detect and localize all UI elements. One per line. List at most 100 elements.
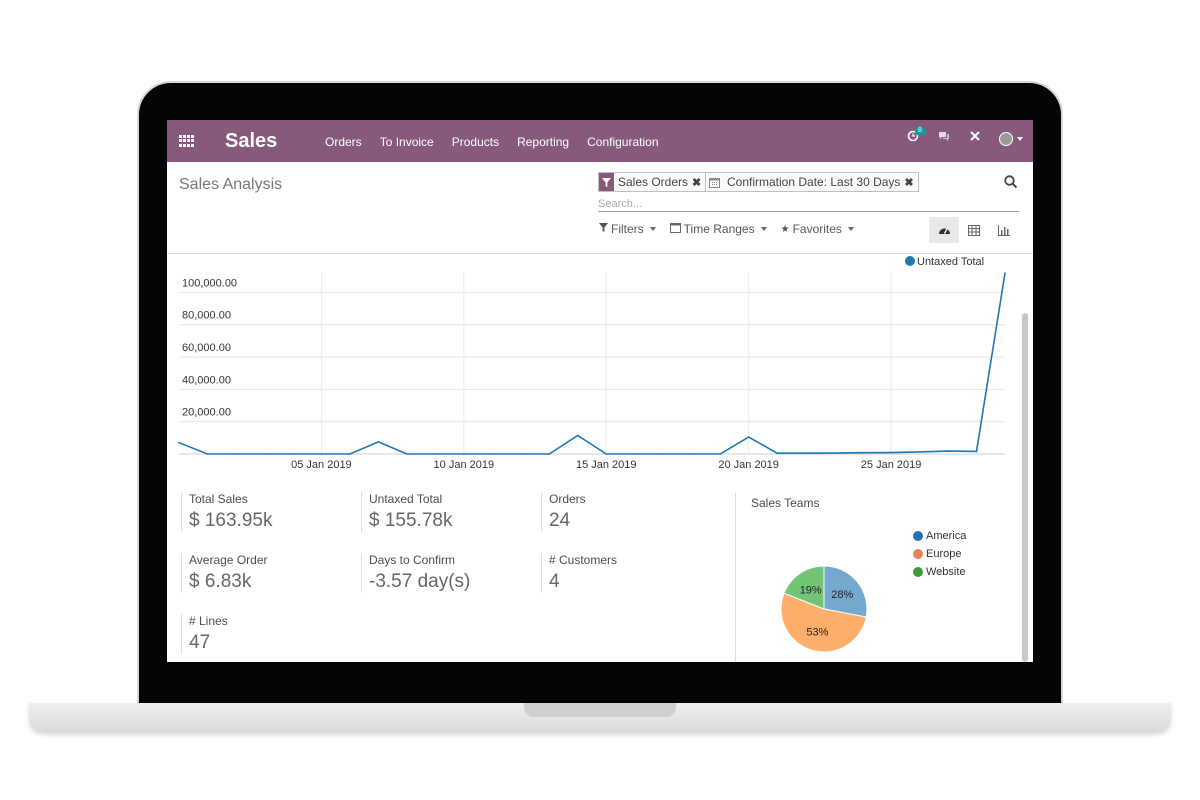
data-point <box>804 452 807 454</box>
data-point <box>206 453 209 455</box>
facet-confirmation-date[interactable]: Confirmation Date: Last 30 Days ✖ <box>705 172 919 192</box>
data-point <box>292 453 294 455</box>
menu-to-invoice[interactable]: To Invoice <box>379 135 434 149</box>
kpi-value: $ 163.95k <box>189 510 273 531</box>
data-point <box>861 451 864 454</box>
data-point <box>890 451 892 454</box>
filter-icon <box>599 173 614 191</box>
kpi-average-order[interactable]: Average Order $ 6.83k <box>181 553 268 593</box>
favorites-dropdown[interactable]: ★ Favorites <box>781 222 854 236</box>
menu-configuration[interactable]: Configuration <box>587 135 659 149</box>
data-point <box>491 453 494 455</box>
avatar <box>999 131 1013 146</box>
data-point <box>605 453 608 455</box>
close-icon[interactable]: ✖ <box>692 176 702 189</box>
kpi-days-to-confirm[interactable]: Days to Confirm -3.57 day(s) <box>361 553 470 593</box>
pivot-icon <box>968 224 980 236</box>
menu-orders[interactable]: Orders <box>325 135 362 149</box>
close-icon[interactable]: ✖ <box>904 176 914 189</box>
y-tick-label: 20,000.00 <box>182 407 231 419</box>
pivot-view-button[interactable] <box>959 217 989 243</box>
legend-dot <box>913 531 923 541</box>
kpi-customers[interactable]: # Customers 4 <box>541 553 617 593</box>
calendar-icon <box>669 222 681 236</box>
y-tick-label: 80,000.00 <box>182 310 231 322</box>
user-menu[interactable] <box>999 130 1023 146</box>
favorites-label: Favorites <box>792 222 842 236</box>
dashboard-icon <box>938 228 950 234</box>
legend-item-europe[interactable]: Europe <box>913 545 966 563</box>
data-point <box>463 453 465 455</box>
graph-view-button[interactable] <box>989 217 1019 243</box>
untaxed-total-line-chart: 20,000.00 40,000.00 60,000.00 80,000.00 100,… <box>178 256 1006 471</box>
data-point <box>548 453 551 455</box>
legend-dot <box>905 256 915 266</box>
clock-icon <box>907 130 919 142</box>
dashboard-view-button[interactable] <box>929 217 959 243</box>
kpi-lines[interactable]: # Lines 47 <box>181 614 228 654</box>
x-tick-label: 25 Jan 2019 <box>861 459 922 471</box>
time-ranges-dropdown[interactable]: Time Ranges <box>669 222 767 236</box>
app-screen: Sales Orders To Invoice Products Reporti… <box>167 120 1033 662</box>
messaging-menu[interactable] <box>937 130 951 145</box>
filters-label: Filters <box>611 222 644 236</box>
search-input[interactable] <box>598 196 978 211</box>
scrollbar[interactable] <box>1022 313 1028 662</box>
data-point <box>918 451 921 453</box>
facet-sales-orders[interactable]: Sales Orders ✖ <box>598 172 707 192</box>
legend-label: Website <box>926 566 966 578</box>
data-point <box>263 453 266 455</box>
kpi-untaxed-total[interactable]: Untaxed Total $ 155.78k <box>361 492 452 532</box>
debug-menu[interactable] <box>969 130 981 145</box>
x-tick-label: 20 Jan 2019 <box>718 459 779 471</box>
top-navbar: Sales Orders To Invoice Products Reporti… <box>167 120 1033 162</box>
data-point <box>576 434 579 437</box>
graph-icon <box>998 224 1010 236</box>
filter-icon <box>599 223 608 235</box>
search-view: Sales Orders ✖ Confirmation Date: Last 3… <box>598 172 1019 212</box>
kpi-value: 24 <box>549 510 571 531</box>
time-ranges-label: Time Ranges <box>683 222 755 236</box>
facet-label: Sales Orders <box>618 175 689 189</box>
menu-reporting[interactable]: Reporting <box>517 135 570 149</box>
legend-item-website[interactable]: Website <box>913 563 966 581</box>
search-options: Filters Time Ranges ★ Favorites <box>599 222 868 236</box>
pie-slice-website[interactable] <box>783 565 825 610</box>
data-point <box>975 450 978 453</box>
laptop-notch <box>524 703 676 717</box>
apps-grid-icon[interactable] <box>179 135 194 147</box>
pie-slice-europe[interactable] <box>780 592 867 653</box>
menu-products[interactable]: Products <box>451 135 500 149</box>
data-point <box>320 453 323 455</box>
legend-item-america[interactable]: America <box>913 527 966 545</box>
star-icon: ★ <box>780 223 790 235</box>
search-icon[interactable] <box>1004 175 1018 194</box>
series-line-untaxed-total <box>178 272 1006 455</box>
kpi-label: # Customers <box>549 553 618 567</box>
kpi-label: # Lines <box>189 614 228 628</box>
breadcrumb: Sales Analysis <box>179 176 283 193</box>
activity-menu[interactable]: 8 <box>907 126 925 145</box>
data-point <box>747 436 750 438</box>
dashboard-content: 20,000.00 40,000.00 60,000.00 80,000.00 100,… <box>167 255 1033 662</box>
data-point <box>349 453 351 455</box>
legend-label: America <box>926 530 967 542</box>
data-point <box>178 441 180 444</box>
kpi-value: -3.57 day(s) <box>369 571 471 592</box>
legend-label: Europe <box>926 548 962 560</box>
pie-slice-america[interactable] <box>823 565 868 618</box>
app-brand[interactable]: Sales <box>225 130 278 152</box>
sales-teams-title: Sales Teams <box>751 496 820 510</box>
data-point <box>633 453 636 455</box>
facet-label: Confirmation Date: Last 30 Days <box>727 175 901 189</box>
pie-legend: America Europe Website <box>913 527 966 581</box>
data-point <box>434 453 437 455</box>
kpi-total-sales[interactable]: Total Sales $ 163.95k <box>181 492 272 532</box>
kpi-orders[interactable]: Orders 24 <box>541 492 586 532</box>
filters-dropdown[interactable]: Filters <box>599 222 656 236</box>
data-point <box>235 453 237 455</box>
legend-label: Untaxed Total <box>917 256 984 268</box>
kpi-value: 47 <box>189 632 211 653</box>
caret-down-icon <box>1017 136 1023 141</box>
x-tick-label: 15 Jan 2019 <box>576 459 637 471</box>
